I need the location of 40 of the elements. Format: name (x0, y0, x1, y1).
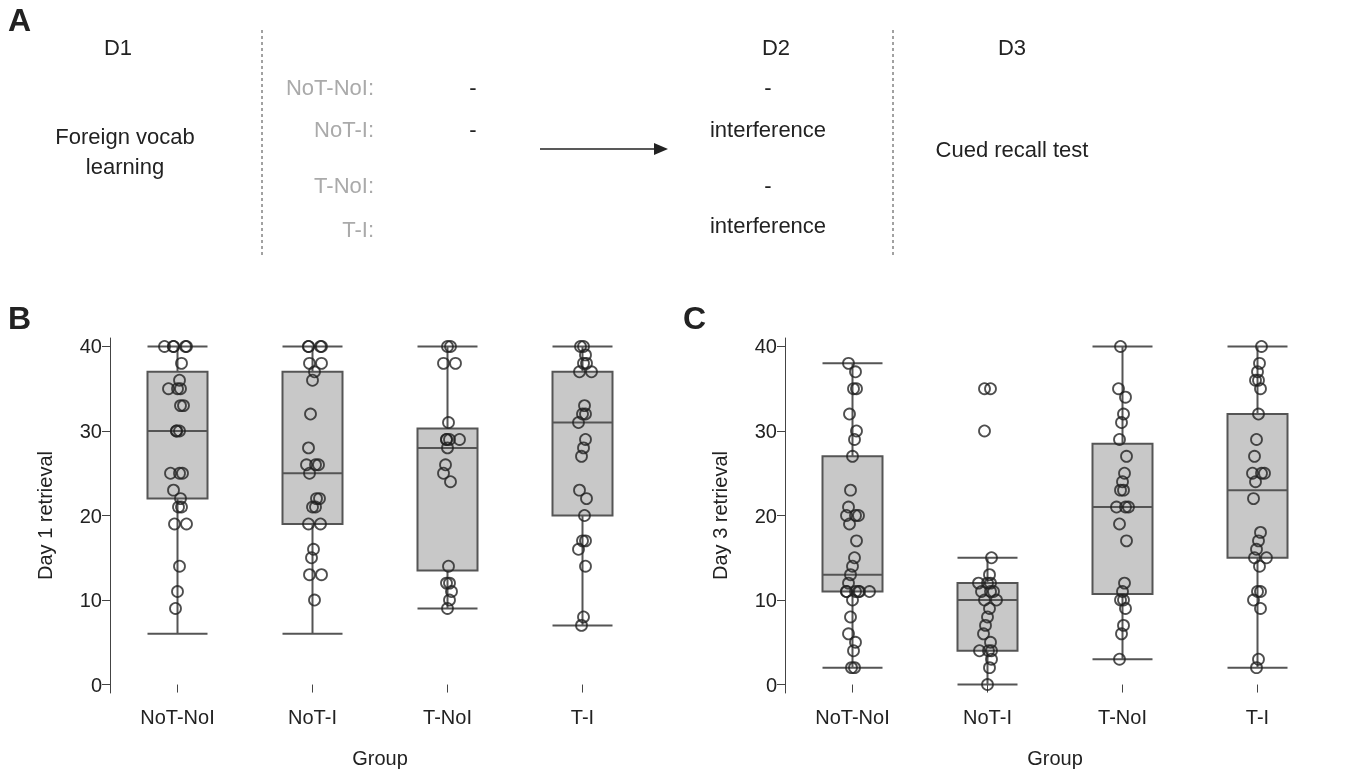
x-tick-label: NoT-I (288, 706, 337, 728)
x-tick-label: T-NoI (1098, 706, 1147, 728)
text: interference (709, 116, 827, 144)
text: Foreign vocab learning (54, 123, 196, 181)
y-tick-label: 10 (79, 589, 102, 612)
y-axis-title: Day 1 retrieval (34, 451, 56, 580)
text: D2 (761, 34, 791, 62)
text: NoT-I: (314, 116, 374, 144)
text: - (469, 74, 477, 102)
y-tick-label: 30 (79, 419, 102, 442)
x-tick-label: T-NoI (423, 706, 472, 728)
y-tick-label: 20 (79, 504, 102, 527)
text: - (764, 74, 772, 102)
text: - (764, 172, 772, 200)
text: - (469, 116, 477, 144)
text: D1 (103, 34, 133, 62)
x-tick-label: T-I (1245, 706, 1270, 728)
x-tick-label: T-I (570, 706, 595, 728)
text: Cued recall test (934, 136, 1090, 164)
chart-title: B (8, 300, 32, 337)
x-tick-label: NoT-I (963, 706, 1012, 728)
text: T-NoI: (314, 172, 374, 200)
y-tick-label: 40 (79, 335, 102, 358)
y-tick-label: 40 (754, 335, 777, 358)
text: D3 (997, 34, 1027, 62)
y-axis-title: Day 3 retrieval (709, 451, 731, 580)
y-tick-label: 0 (90, 673, 102, 696)
x-axis-title: Group (1027, 747, 1083, 769)
text: NoT-NoI: (285, 74, 374, 102)
y-tick-label: 0 (765, 673, 777, 696)
x-tick-label: NoT-NoI (140, 706, 215, 728)
y-tick-label: 20 (754, 504, 777, 527)
text: A (8, 2, 32, 39)
text: T-I: (342, 216, 374, 244)
text: interference (709, 212, 827, 240)
x-axis-title: Group (352, 747, 408, 769)
x-tick-label: NoT-NoI (815, 706, 890, 728)
y-tick-label: 10 (754, 589, 777, 612)
chart-title: C (683, 300, 707, 337)
y-tick-label: 30 (754, 419, 777, 442)
